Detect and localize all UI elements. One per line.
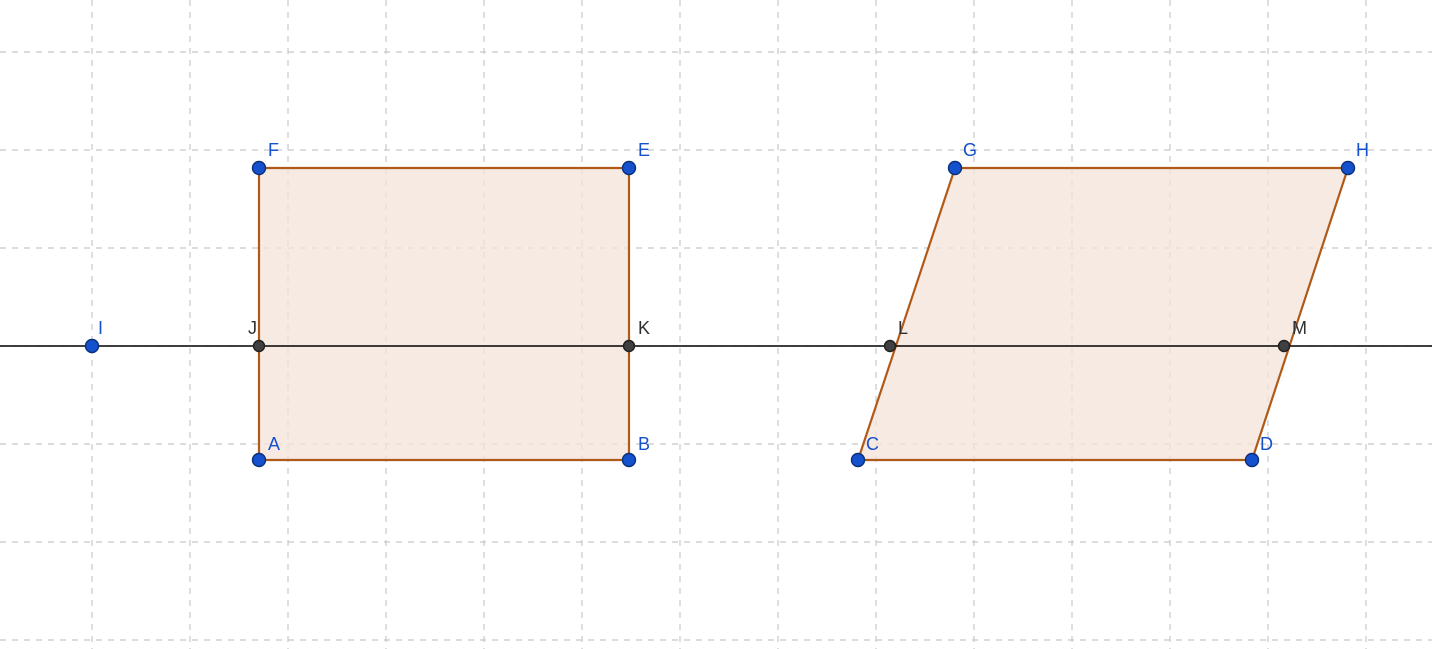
label-E: E	[638, 140, 650, 160]
rectangle-ABEF[interactable]	[259, 168, 629, 460]
point-A[interactable]	[253, 454, 266, 467]
point-B[interactable]	[623, 454, 636, 467]
label-G: G	[963, 140, 977, 160]
point-M[interactable]	[1279, 341, 1290, 352]
point-K[interactable]	[624, 341, 635, 352]
point-I[interactable]	[86, 340, 99, 353]
label-J: J	[248, 318, 257, 338]
point-D[interactable]	[1246, 454, 1259, 467]
point-H[interactable]	[1342, 162, 1355, 175]
label-A: A	[268, 434, 280, 454]
label-L: L	[898, 318, 908, 338]
label-C: C	[866, 434, 879, 454]
point-G[interactable]	[949, 162, 962, 175]
point-F[interactable]	[253, 162, 266, 175]
label-I: I	[98, 318, 103, 338]
point-E[interactable]	[623, 162, 636, 175]
label-H: H	[1356, 140, 1369, 160]
label-D: D	[1260, 434, 1273, 454]
point-C[interactable]	[852, 454, 865, 467]
label-K: K	[638, 318, 650, 338]
point-J[interactable]	[254, 341, 265, 352]
point-L[interactable]	[885, 341, 896, 352]
parallelogram-CDHG[interactable]	[858, 168, 1348, 460]
geometry-canvas[interactable]: I J K L M A B F E C D G H	[0, 0, 1432, 649]
label-B: B	[638, 434, 650, 454]
label-F: F	[268, 140, 279, 160]
label-M: M	[1292, 318, 1307, 338]
